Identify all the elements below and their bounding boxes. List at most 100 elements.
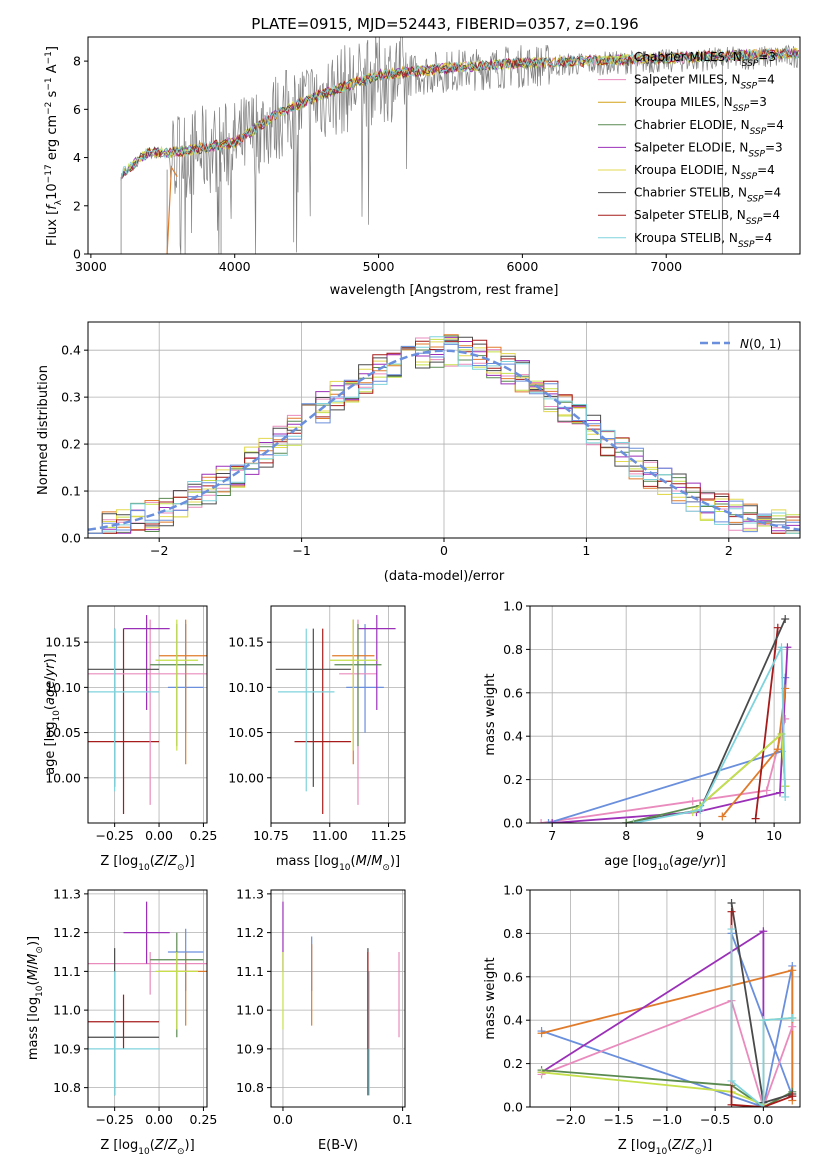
weight-marker-1 (788, 966, 797, 975)
weight-line-8 (730, 929, 793, 1107)
y-tick-label: 1.0 (503, 599, 523, 614)
y-tick-label: 11.1 (53, 964, 81, 979)
weight-line-0 (540, 718, 787, 823)
y-tick-label: 0.3 (61, 390, 81, 405)
x-axis-label: age [log10(age/yr)] (604, 854, 726, 873)
x-tick-label: 9 (696, 828, 704, 843)
y-tick-label: 10.8 (53, 1080, 81, 1095)
y-tick-label: 6 (73, 102, 81, 117)
panel-mass-weight-vs-Z: −2.0 −1.5 −1.0 −0.5 0.0 0.0 0.2 0.4 0.6 0.8 1.0 Z [… (483, 883, 801, 1157)
axes-frame (529, 889, 801, 1108)
x-tick-label: 0.25 (190, 1112, 218, 1127)
y-tick-label: 0.2 (61, 437, 81, 452)
x-tick-label: 8 (622, 828, 630, 843)
x-axis-label: Z [log10(Z/Z⊙)] (618, 1138, 712, 1157)
y-tick-label: 11.0 (53, 1003, 81, 1018)
x-tick-label: −2 (150, 543, 168, 558)
panel-mass-weight-vs-age: 7 8 9 10 0.0 0.2 0.4 0.6 0.8 1.0 age [log10(age/yr… (483, 599, 801, 873)
y-tick-label: 11.3 (236, 886, 264, 901)
y-tick-label: 0.0 (503, 1100, 523, 1115)
plot-area (88, 615, 207, 814)
y-tick-label: 10.05 (45, 725, 81, 740)
weight-line-4 (754, 627, 779, 819)
weight-marker-5 (537, 1068, 546, 1077)
plot-area (275, 615, 396, 814)
legend-entry: Salpeter STELIB, NSSP=4 (634, 208, 780, 227)
weight-marker-2 (788, 1022, 797, 1031)
x-axis-label: E(B-V) (318, 1138, 358, 1153)
x-tick-label: 0 (440, 543, 448, 558)
weight-marker-3 (773, 745, 782, 754)
y-tick-label: 10.05 (228, 725, 264, 740)
panel-spectrum: 3000 4000 5000 6000 7000 0 2 4 6 8 Chabrier MILES,… (44, 36, 801, 298)
axes-frame (270, 889, 406, 1108)
weight-marker-3 (759, 927, 768, 936)
x-axis-label: (data-model)/error (384, 569, 505, 584)
weight-marker-4 (751, 814, 760, 823)
x-tick-label: 0.1 (393, 1112, 413, 1127)
y-tick-label: 0.4 (503, 1013, 523, 1028)
y-tick-label: 0.6 (503, 969, 523, 984)
model-line-5 (121, 47, 799, 179)
x-tick-label: 1 (582, 543, 590, 558)
weight-marker-8 (727, 925, 736, 934)
model-edge-orange (166, 165, 178, 254)
y-tick-label: 10.00 (228, 770, 264, 785)
normal-curve (88, 349, 800, 532)
weight-marker-3 (718, 812, 727, 821)
weight-marker-8 (759, 1103, 768, 1107)
y-tick-label: 0.6 (503, 685, 523, 700)
axes-frame (87, 321, 801, 539)
model-line-7 (121, 48, 799, 179)
panel-mass-vs-EBV: 0.0 0.1 10.8 10.9 11.0 11.1 11.2 11.3 E(B-V) (236, 886, 412, 1153)
weight-marker-1 (537, 1029, 546, 1038)
y-tick-label: 8 (73, 54, 81, 69)
weight-marker-2 (548, 819, 557, 823)
y-tick-label: 0.8 (503, 926, 523, 941)
x-tick-label: −1.5 (604, 1112, 634, 1127)
axes-frame (87, 889, 208, 1108)
histogram-step-9 (88, 343, 800, 534)
y-axis-label: mass weight (483, 957, 498, 1039)
y-tick-label: 0 (73, 247, 81, 262)
weight-marker-8 (777, 643, 786, 652)
axes-frame (529, 605, 801, 824)
plot-area (88, 901, 207, 1096)
y-tick-label: 10.15 (45, 635, 81, 650)
y-tick-label: 10.10 (228, 680, 264, 695)
axes-frame (87, 605, 208, 824)
x-tick-label: −0.5 (700, 1112, 730, 1127)
weight-marker-8 (759, 1016, 768, 1025)
y-axis-label: mass weight (483, 673, 498, 755)
y-tick-label: 1.0 (503, 883, 523, 898)
x-tick-label: 10.75 (253, 828, 289, 843)
x-tick-label: 11.25 (371, 828, 407, 843)
y-tick-label: 0.1 (61, 484, 81, 499)
weight-marker-0 (537, 819, 546, 823)
x-tick-label: 7000 (650, 259, 682, 274)
weight-marker-0 (762, 786, 771, 795)
y-tick-label: 11.2 (53, 925, 81, 940)
y-tick-label: 10.9 (53, 1041, 81, 1056)
x-axis-label: wavelength [Angstrom, rest frame] (330, 283, 559, 298)
x-tick-label: −1 (292, 543, 310, 558)
weight-line-2 (552, 647, 789, 823)
x-axis-label: Z [log10(Z/Z⊙)] (100, 854, 194, 873)
x-tick-label: −0.25 (95, 1112, 133, 1127)
x-axis-label: mass [log10(M/M⊙)] (276, 854, 400, 873)
weight-line-2 (541, 999, 794, 1107)
weight-marker-1 (544, 819, 553, 823)
weight-marker-6 (622, 819, 631, 823)
weight-marker-0 (688, 797, 697, 806)
y-tick-label: 0.8 (503, 642, 523, 657)
x-tick-label: 0.25 (190, 828, 218, 843)
x-tick-label: 0.00 (145, 828, 173, 843)
y-tick-label: 11.0 (236, 1003, 264, 1018)
y-axis-label: Normed distribution (36, 365, 51, 495)
x-tick-label: 0.0 (273, 1112, 293, 1127)
y-tick-label: 10.9 (236, 1041, 264, 1056)
plot-area (537, 615, 792, 823)
weight-line-4 (541, 1069, 793, 1107)
weight-marker-8 (696, 805, 705, 814)
